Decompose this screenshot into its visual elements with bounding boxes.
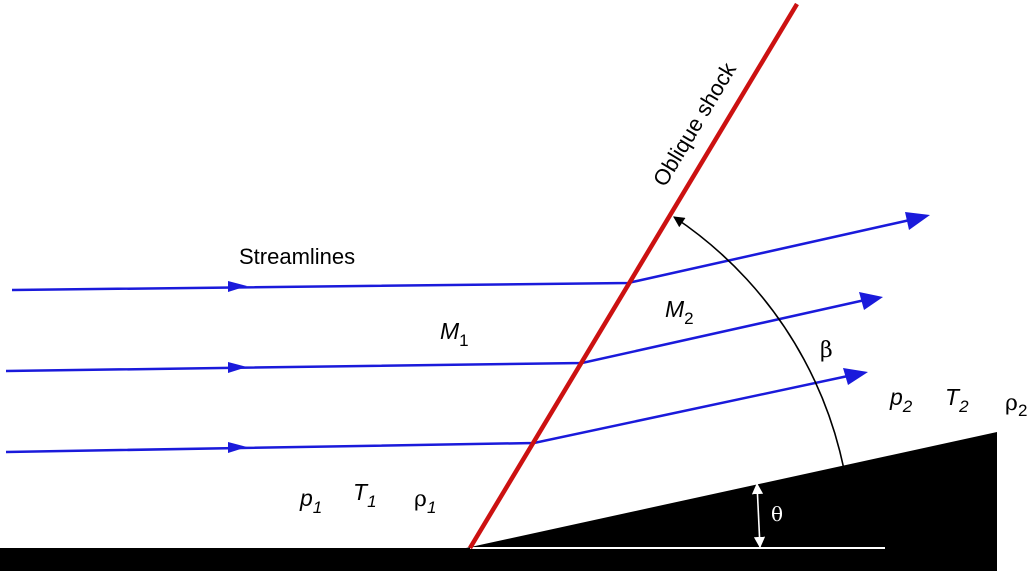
upstream-pressure-label: p1 (299, 485, 322, 517)
mach-upstream-base: M (440, 318, 460, 344)
downstream-temperature-base: T (945, 384, 961, 410)
upstream-arrowhead-bottom (228, 442, 247, 453)
mach-upstream-sub: 1 (459, 331, 468, 350)
downstream-density-sub: 2 (1018, 401, 1027, 420)
streamline-top (11, 218, 911, 292)
upstream-density-base: ρ (414, 487, 427, 512)
theta-label: θ (771, 502, 783, 526)
upstream-arrowhead-middle (228, 362, 247, 373)
downstream-arrowhead-middle (859, 292, 883, 310)
mach-downstream-base: M (665, 296, 685, 322)
streamline-bottom (5, 374, 849, 454)
downstream-density-base: ρ (1005, 391, 1018, 416)
streamlines-label: Streamlines (239, 244, 355, 269)
downstream-pressure-label: p2 (889, 384, 913, 416)
upstream-pressure-sub: 1 (313, 498, 322, 517)
beta-arc (673, 216, 858, 548)
flat-surface (0, 548, 470, 571)
upstream-arrowhead-top (228, 281, 247, 292)
downstream-arrowhead-bottom (843, 368, 868, 385)
mach-upstream-label: M1 (440, 318, 469, 350)
mach-downstream-label: M2 (665, 296, 694, 328)
downstream-temperature-sub: 2 (958, 397, 969, 416)
streamline-middle (5, 298, 866, 373)
downstream-pressure-sub: 2 (902, 397, 913, 416)
upstream-temperature-sub: 1 (367, 492, 376, 511)
upstream-temperature-label: T1 (353, 479, 377, 511)
beta-label: β (820, 338, 833, 363)
downstream-pressure-base: p (889, 384, 903, 410)
upstream-pressure-base: p (299, 485, 313, 511)
upstream-density-label: ρ1 (414, 487, 436, 517)
oblique-shock-line (468, 2, 799, 550)
wedge (466, 432, 997, 571)
downstream-arrowhead-top (905, 212, 930, 230)
upstream-temperature-base: T (353, 479, 369, 505)
downstream-temperature-label: T2 (945, 384, 969, 416)
downstream-density-label: ρ2 (1005, 391, 1027, 420)
upstream-density-sub: 1 (427, 498, 436, 517)
mach-downstream-sub: 2 (684, 309, 693, 328)
theta-arrow (751, 482, 766, 549)
